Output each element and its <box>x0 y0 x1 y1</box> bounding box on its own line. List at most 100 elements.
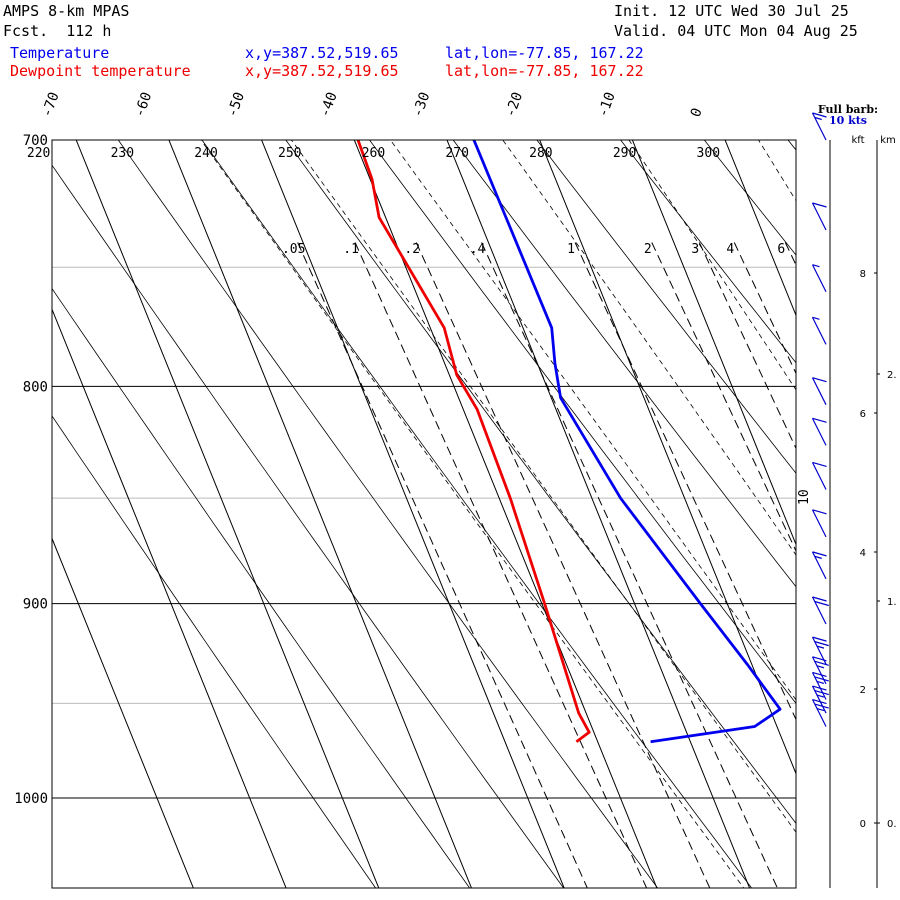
mixing-ratio-label: 2 <box>644 242 652 257</box>
moist-adiabat-line <box>758 140 796 202</box>
wind-barb-flag <box>812 698 827 705</box>
km-tick-label: 1. <box>887 597 897 608</box>
wind-barb-staff <box>811 509 827 538</box>
isotherm-line <box>446 140 751 888</box>
isotherm-line <box>631 140 796 546</box>
wind-barb-staff <box>811 377 827 405</box>
km-header: km <box>880 135 896 146</box>
mixing-ratio-label: 3 <box>691 242 699 257</box>
theta-label: 300 <box>697 146 720 161</box>
isotherm-line <box>75 140 380 888</box>
isotherm-line <box>353 140 658 888</box>
wind-barb-flag <box>814 703 829 709</box>
isotherm-line <box>52 537 194 888</box>
pressure-tick-label: 700 <box>23 133 48 149</box>
legend-dewpoint-latlon: lat,lon=-77.85, 167.22 <box>445 62 644 80</box>
valid-time: Valid. 04 UTC Mon 04 Aug 25 <box>614 22 858 40</box>
pressure-tick-label: 800 <box>23 379 48 395</box>
legend-temperature-latlon: lat,lon=-77.85, 167.22 <box>445 44 644 62</box>
moist-adiabat-line <box>200 140 745 888</box>
mixing-ratio-label: 6 <box>777 242 785 257</box>
wind-barb-flag <box>812 656 827 662</box>
dry-adiabat-line <box>620 140 796 364</box>
km-tick-label: 2. <box>887 370 897 381</box>
legend-dewpoint-label: Dewpoint temperature <box>10 62 191 80</box>
wind-barb-half-flag <box>814 555 822 559</box>
wind-barb-half-flag <box>816 665 825 669</box>
mixing-ratio-label: .4 <box>470 242 486 257</box>
wind-barb-flag <box>814 676 829 682</box>
isotherm-line <box>724 140 796 317</box>
mixing-ratio-label: .2 <box>404 242 420 257</box>
legend-temperature-xy: x,y=387.52,519.65 <box>245 44 399 62</box>
theta-label: 280 <box>529 146 552 161</box>
kft-header: kft <box>851 135 864 146</box>
wind-barb-flag <box>814 689 829 696</box>
wind-barb-half-flag <box>816 680 825 685</box>
dry-adiabat-line <box>787 140 796 151</box>
height-axis: kft km 8 6 4 2 0 2. 1. 0. <box>851 135 897 888</box>
legend-temperature-label: Temperature <box>10 44 110 62</box>
kft-tick-label: 2 <box>860 685 866 696</box>
moist-adiabat-line <box>290 140 796 833</box>
isotherm-line <box>539 140 796 775</box>
mixing-ratio-line <box>415 242 711 888</box>
wind-barb-half-flag <box>814 116 822 121</box>
mixing-ratio-label: .1 <box>343 242 359 257</box>
mixing-ratio-label: 4 <box>726 242 734 257</box>
wind-barb-staff <box>811 551 827 580</box>
mixing-ratio-label: .05 <box>282 242 305 257</box>
wind-barb-flag <box>812 551 827 557</box>
temperature-tick-label: -70 <box>39 90 63 119</box>
mixing-ratio-line <box>784 242 796 267</box>
theta-label: 220 <box>27 146 50 161</box>
dry-adiabat-line <box>369 140 796 705</box>
profile-series <box>356 140 782 744</box>
wind-barb-half-flag <box>812 264 820 268</box>
mixing-ratio-line <box>481 242 778 888</box>
wind-barb-flag <box>812 596 827 602</box>
wind-barb-half-flag <box>816 694 825 698</box>
dry-adiabat-line <box>285 140 796 824</box>
wind-barb-staff <box>811 596 827 625</box>
barb-legend: Full barb: 10 kts <box>810 104 886 126</box>
temperature-tick-label: -60 <box>132 90 156 119</box>
theta-label: 240 <box>194 146 217 161</box>
wind-barb-flag <box>812 112 827 118</box>
dry-adiabat-line <box>536 140 796 474</box>
wind-barb-staff <box>811 418 827 446</box>
axis-labels: 700 800 900 1000 -70 -60 -50 -40 -30 -20 -10 0 .05 .1… <box>14 90 812 807</box>
dry-adiabat-line <box>52 164 565 888</box>
temperature-tick-label: -10 <box>595 90 619 119</box>
wind-barb-flag <box>812 671 827 678</box>
wind-barb-flag <box>812 636 827 642</box>
wind-barb-flag <box>812 509 827 515</box>
moist-adiabat-line <box>628 140 796 391</box>
series-line-temperature <box>472 140 782 744</box>
barb-legend-line1: Full barb: <box>817 103 879 116</box>
mixing-ratio-line <box>651 242 796 553</box>
mixing-ratio-line <box>733 242 796 375</box>
mixing-ratio-line <box>354 242 648 888</box>
dry-adiabat-line <box>52 415 377 888</box>
mixing-ratio-label: 1 <box>567 242 575 257</box>
wind-barb-flag <box>812 461 827 468</box>
temperature-tick-label: -40 <box>317 90 341 119</box>
temperature-tick-label: 0 <box>688 106 706 119</box>
series-line-dewpoint-temperature <box>356 140 591 743</box>
theta-label: 250 <box>278 146 301 161</box>
isotherm-line <box>261 140 565 888</box>
isotherm-line <box>52 308 287 888</box>
theta-label: 270 <box>445 146 468 161</box>
wind-barb-flag <box>812 685 827 691</box>
wind-barb-flag <box>814 600 829 607</box>
pressure-tick-label: 1000 <box>14 791 48 807</box>
pressure-tick-label: 900 <box>23 597 48 613</box>
wind-barb-staff <box>811 317 827 345</box>
theta-label: 260 <box>362 146 385 161</box>
temperature-tick-label: -20 <box>502 90 526 119</box>
temperature-tick-label: -30 <box>410 90 434 119</box>
init-time: Init. 12 UTC Wed 30 Jul 25 <box>614 2 849 20</box>
chart-title: AMPS 8-km MPAS <box>3 2 130 20</box>
